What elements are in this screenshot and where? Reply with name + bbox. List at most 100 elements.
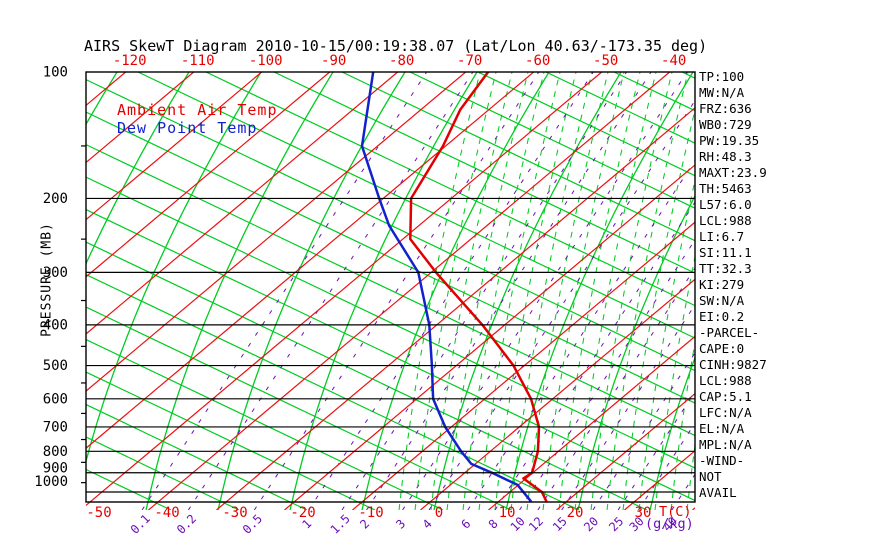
isotherm-line: [488, 335, 695, 510]
bottom-temp-tick-label: 0: [435, 505, 443, 521]
moist-adiabat-dashed-line: [574, 72, 657, 510]
mixing-ratio-line: [519, 238, 695, 510]
mixing-ratio-tick-label: 3: [393, 517, 408, 532]
stat-line: EI:0.2: [699, 309, 745, 324]
stat-line: -WIND-: [699, 453, 745, 468]
moist-adiabat-dashed-line: [542, 72, 625, 510]
stat-line: WB0:729: [699, 117, 752, 132]
moist-adiabat-line: [433, 72, 622, 510]
stat-line: LFC:N/A: [699, 405, 752, 420]
dry-adiabat-line: [86, 338, 444, 510]
bottom-temp-tick-label: 20: [567, 505, 584, 521]
legend-dew-point-label: Dew Point Temp: [117, 119, 258, 137]
isotherm-line: [556, 392, 695, 510]
moist-adiabat-dashed-line: [446, 72, 529, 510]
top-temp-tick-label: -80: [389, 53, 414, 69]
pressure-tick-label: 400: [43, 317, 68, 333]
top-temp-tick-label: -90: [321, 53, 346, 69]
mixing-ratio-line: [494, 201, 695, 510]
stat-line: SW:N/A: [699, 293, 745, 308]
stats-panel: TP:100 MW:N/A FRZ:636 WB0:729 PW:19.35 RH:48.…: [699, 69, 869, 501]
stat-line: TH:5463: [699, 181, 752, 196]
stat-line: CAPE:0: [699, 341, 745, 356]
isotherm-line: [86, 72, 467, 392]
mixing-ratio-tick-label: 0.1: [128, 512, 153, 537]
dry-adiabat-line: [341, 72, 695, 241]
moist-adiabat-dashed-line: [622, 107, 695, 510]
bottom-temp-tick-label: -10: [358, 505, 383, 521]
dry-adiabat-line: [86, 305, 512, 510]
moist-adiabat-dashed-line: [478, 72, 561, 510]
bottom-temp-tick-label: -30: [222, 505, 247, 521]
bottom-temp-tick-label: 30: [635, 505, 652, 521]
top-temp-tick-label: -60: [525, 53, 550, 69]
moist-adiabat-dashed-line: [462, 72, 545, 510]
dry-adiabat-line: [409, 72, 695, 209]
isotherm-line: [86, 72, 535, 450]
top-temp-tick-label: -100: [249, 53, 283, 69]
mixing-ratio-tick-label: 20: [581, 514, 601, 534]
pressure-tick-label: 900: [43, 460, 68, 476]
stat-line: CAP:5.1: [699, 389, 752, 404]
stat-line: LI:6.7: [699, 229, 745, 244]
stat-line: TP:100: [699, 69, 745, 84]
moist-adiabat-dashed-line: [430, 72, 513, 510]
stat-line: NOT: [699, 469, 722, 484]
mixing-ratio-tick-label: 1.5: [328, 512, 353, 537]
top-temp-tick-label: -50: [593, 53, 618, 69]
mixing-ratio-line: [366, 72, 652, 510]
stat-line: SI:11.1: [699, 245, 752, 260]
pressure-tick-label: 800: [43, 444, 68, 460]
isotherm-line: [216, 107, 695, 510]
moist-adiabat-line: [361, 72, 550, 510]
temp-unit-label: T(C): [659, 504, 692, 520]
mixing-ratio-tick-label: 25: [606, 514, 626, 534]
mixing-ratio-line: [467, 159, 695, 510]
pressure-tick-label: 600: [43, 391, 68, 407]
stat-line: AVAIL: [699, 485, 737, 500]
isotherm-line: [86, 72, 195, 164]
pressure-tick-label: 100: [43, 65, 68, 81]
chart-title: AIRS SkewT Diagram 2010-10-15/00:19:38.0…: [84, 37, 708, 55]
moist-adiabat-line: [649, 356, 695, 510]
dry-adiabat-line: [86, 435, 240, 510]
pressure-axis-label: PRESSURE (MB): [39, 222, 55, 337]
pressure-tick-label: 300: [43, 265, 68, 281]
mixing-ratio-tick-label: 6: [459, 517, 474, 532]
plot-frame: [85, 71, 696, 503]
stat-line: CINH:9827: [699, 357, 767, 372]
moist-adiabat-dashed-line: [526, 72, 609, 510]
isotherm-line: [420, 278, 695, 510]
moist-adiabat-dashed-line: [398, 72, 481, 510]
stat-line: EL:N/A: [699, 421, 745, 436]
legend-air-temp-label: Ambient Air Temp: [117, 101, 278, 119]
stat-line: RH:48.3: [699, 149, 752, 164]
top-temp-tick-label: -110: [181, 53, 215, 69]
mixing-ratio-line: [428, 99, 695, 510]
moist-adiabat-line: [0, 72, 45, 510]
isotherm-line: [284, 164, 695, 510]
moist-adiabat-line: [577, 194, 695, 510]
dry-adiabat-line: [86, 403, 308, 510]
dew-point-curve: [360, 72, 532, 503]
mixing-ratio-tick-label: 4: [420, 517, 435, 532]
moist-adiabat-line: [86, 72, 262, 464]
stat-line: L57:6.0: [699, 197, 752, 212]
isotherm-line: [352, 221, 695, 510]
isotherm-line: [86, 72, 603, 507]
stat-line: FRZ:636: [699, 101, 752, 116]
top-temp-tick-label: -70: [457, 53, 482, 69]
isotherm-line: [148, 72, 671, 510]
mixing-ratio-tick-label: 12: [526, 514, 546, 534]
mixing-ratio-line: [187, 72, 474, 510]
top-temp-tick-label: -120: [113, 53, 147, 69]
moist-adiabat-dashed-line: [510, 72, 593, 510]
bottom-temp-tick-label: -20: [290, 505, 315, 521]
mixing-ratio-line: [141, 72, 428, 510]
isotherm-line: [86, 72, 331, 278]
dry-adiabat-line: [545, 72, 695, 144]
moist-adiabat-line: [86, 72, 190, 266]
isotherm-line: [86, 72, 263, 221]
